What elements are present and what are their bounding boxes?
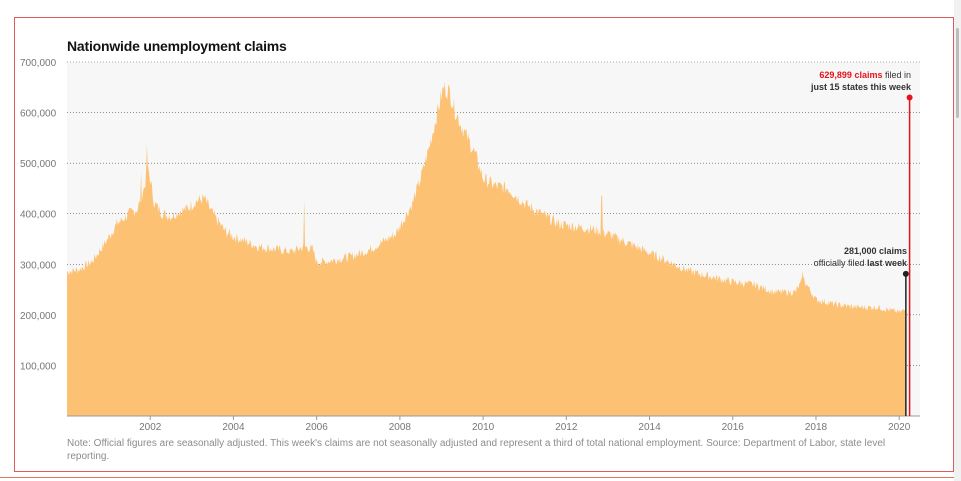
x-tick-label: 2020 bbox=[888, 422, 911, 433]
footnote: Note: Official figures are seasonally ad… bbox=[67, 438, 886, 462]
y-tick-label: 300,000 bbox=[20, 260, 57, 271]
last-week-dot bbox=[902, 270, 909, 277]
x-tick-label: 2006 bbox=[306, 422, 329, 433]
x-tick-label: 2010 bbox=[472, 422, 495, 433]
x-tick-label: 2008 bbox=[389, 422, 412, 433]
scrollbar-track[interactable] bbox=[954, 0, 961, 481]
y-tick-label: 400,000 bbox=[20, 210, 57, 221]
x-tick-label: 2016 bbox=[722, 422, 745, 433]
y-tick-label: 700,000 bbox=[20, 58, 57, 69]
x-tick-label: 2004 bbox=[222, 422, 245, 433]
bottom-divider bbox=[0, 477, 961, 478]
y-axis: 100,000 200,000 300,000 400,000 500,000 600,0… bbox=[20, 58, 57, 372]
y-tick-label: 200,000 bbox=[20, 311, 57, 322]
chart-title: Nationwide unemployment claims bbox=[67, 38, 287, 54]
this-week-annotation: 629,899 claims filed in just 15 states t… bbox=[810, 70, 911, 92]
x-tick-label: 2002 bbox=[139, 422, 162, 433]
scrollbar-thumb[interactable] bbox=[956, 28, 959, 118]
x-tick-label: 2018 bbox=[805, 422, 828, 433]
claims-area bbox=[67, 81, 906, 416]
y-tick-label: 600,000 bbox=[20, 109, 57, 120]
y-tick-label: 500,000 bbox=[20, 159, 57, 170]
x-tick-label: 2014 bbox=[638, 422, 661, 433]
claims-area-path bbox=[67, 81, 906, 416]
chart-frame bbox=[14, 17, 954, 472]
annotation-markers bbox=[902, 94, 913, 416]
this-week-dot bbox=[906, 94, 913, 101]
last-week-annotation: 281,000 claims officially filed last wee… bbox=[813, 246, 907, 268]
x-axis: 2002 2004 2006 2008 2010 2012 2014 2016 2018 2020 bbox=[67, 415, 920, 433]
y-tick-label: 100,000 bbox=[20, 361, 57, 372]
x-tick-label: 2012 bbox=[555, 422, 578, 433]
